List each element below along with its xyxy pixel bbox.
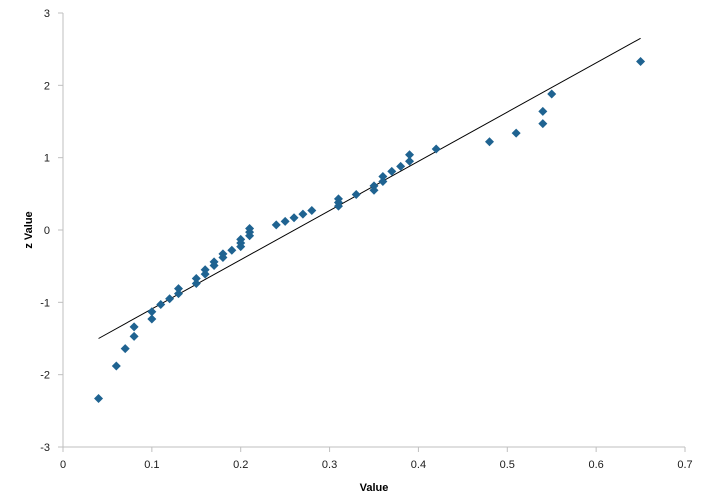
tick-labels: -3 -2 -1 0 1 2 3 0 0.1 0.2 0.3 0.4 0.5 0.6 0.7 bbox=[40, 8, 692, 471]
data-point bbox=[636, 56, 646, 66]
data-point bbox=[156, 300, 166, 310]
trendline-layer bbox=[98, 37, 641, 339]
data-point bbox=[147, 314, 157, 324]
y-tick-label: 1 bbox=[44, 153, 50, 165]
data-point bbox=[369, 181, 379, 191]
x-axis-title: Value bbox=[360, 482, 389, 494]
y-tick-label: 0 bbox=[44, 225, 50, 237]
data-point bbox=[547, 89, 557, 99]
trendline bbox=[98, 37, 641, 339]
data-point bbox=[387, 166, 397, 176]
data-point bbox=[218, 249, 228, 259]
data-point bbox=[120, 344, 130, 354]
data-point bbox=[333, 194, 343, 204]
data-point bbox=[174, 284, 184, 294]
data-point bbox=[227, 245, 237, 255]
data-point bbox=[191, 273, 201, 283]
data-point bbox=[378, 171, 388, 181]
data-point bbox=[209, 257, 219, 267]
data-point bbox=[129, 322, 139, 332]
data-point bbox=[280, 216, 290, 226]
data-point bbox=[431, 144, 441, 154]
data-point bbox=[271, 220, 281, 230]
data-point bbox=[289, 213, 299, 223]
y-axis-title: z Value bbox=[23, 211, 35, 248]
data-point bbox=[200, 265, 210, 275]
data-point bbox=[511, 128, 521, 138]
x-tick-label: 0.4 bbox=[411, 459, 426, 471]
x-tick-label: 0.6 bbox=[588, 459, 603, 471]
data-points bbox=[94, 56, 646, 404]
data-point bbox=[396, 161, 406, 171]
y-tick-label: -1 bbox=[40, 297, 50, 309]
data-point bbox=[191, 279, 201, 289]
y-tick-label: -2 bbox=[40, 370, 50, 382]
x-tick-label: 0.5 bbox=[500, 459, 515, 471]
axes bbox=[58, 12, 686, 452]
data-point bbox=[378, 177, 388, 187]
data-point bbox=[236, 234, 246, 244]
x-tick-label: 0.2 bbox=[233, 459, 248, 471]
data-point bbox=[405, 156, 415, 166]
y-tick-label: -3 bbox=[40, 442, 50, 454]
data-point bbox=[245, 224, 255, 234]
data-point bbox=[147, 307, 157, 317]
data-point bbox=[351, 190, 361, 200]
data-point bbox=[174, 289, 184, 299]
x-tick-label: 0.7 bbox=[677, 459, 692, 471]
data-point bbox=[111, 361, 121, 371]
data-point bbox=[485, 137, 495, 147]
x-tick-label: 0 bbox=[60, 459, 66, 471]
x-tick-label: 0.1 bbox=[144, 459, 159, 471]
data-point bbox=[307, 205, 317, 215]
y-tick-label: 2 bbox=[44, 80, 50, 92]
y-tick-label: 3 bbox=[44, 8, 50, 20]
data-point bbox=[538, 119, 548, 129]
data-point bbox=[298, 209, 308, 219]
data-point bbox=[405, 150, 415, 160]
data-point bbox=[538, 106, 548, 116]
data-point bbox=[94, 394, 104, 404]
x-tick-label: 0.3 bbox=[322, 459, 337, 471]
data-point bbox=[129, 331, 139, 341]
data-point bbox=[165, 294, 175, 304]
